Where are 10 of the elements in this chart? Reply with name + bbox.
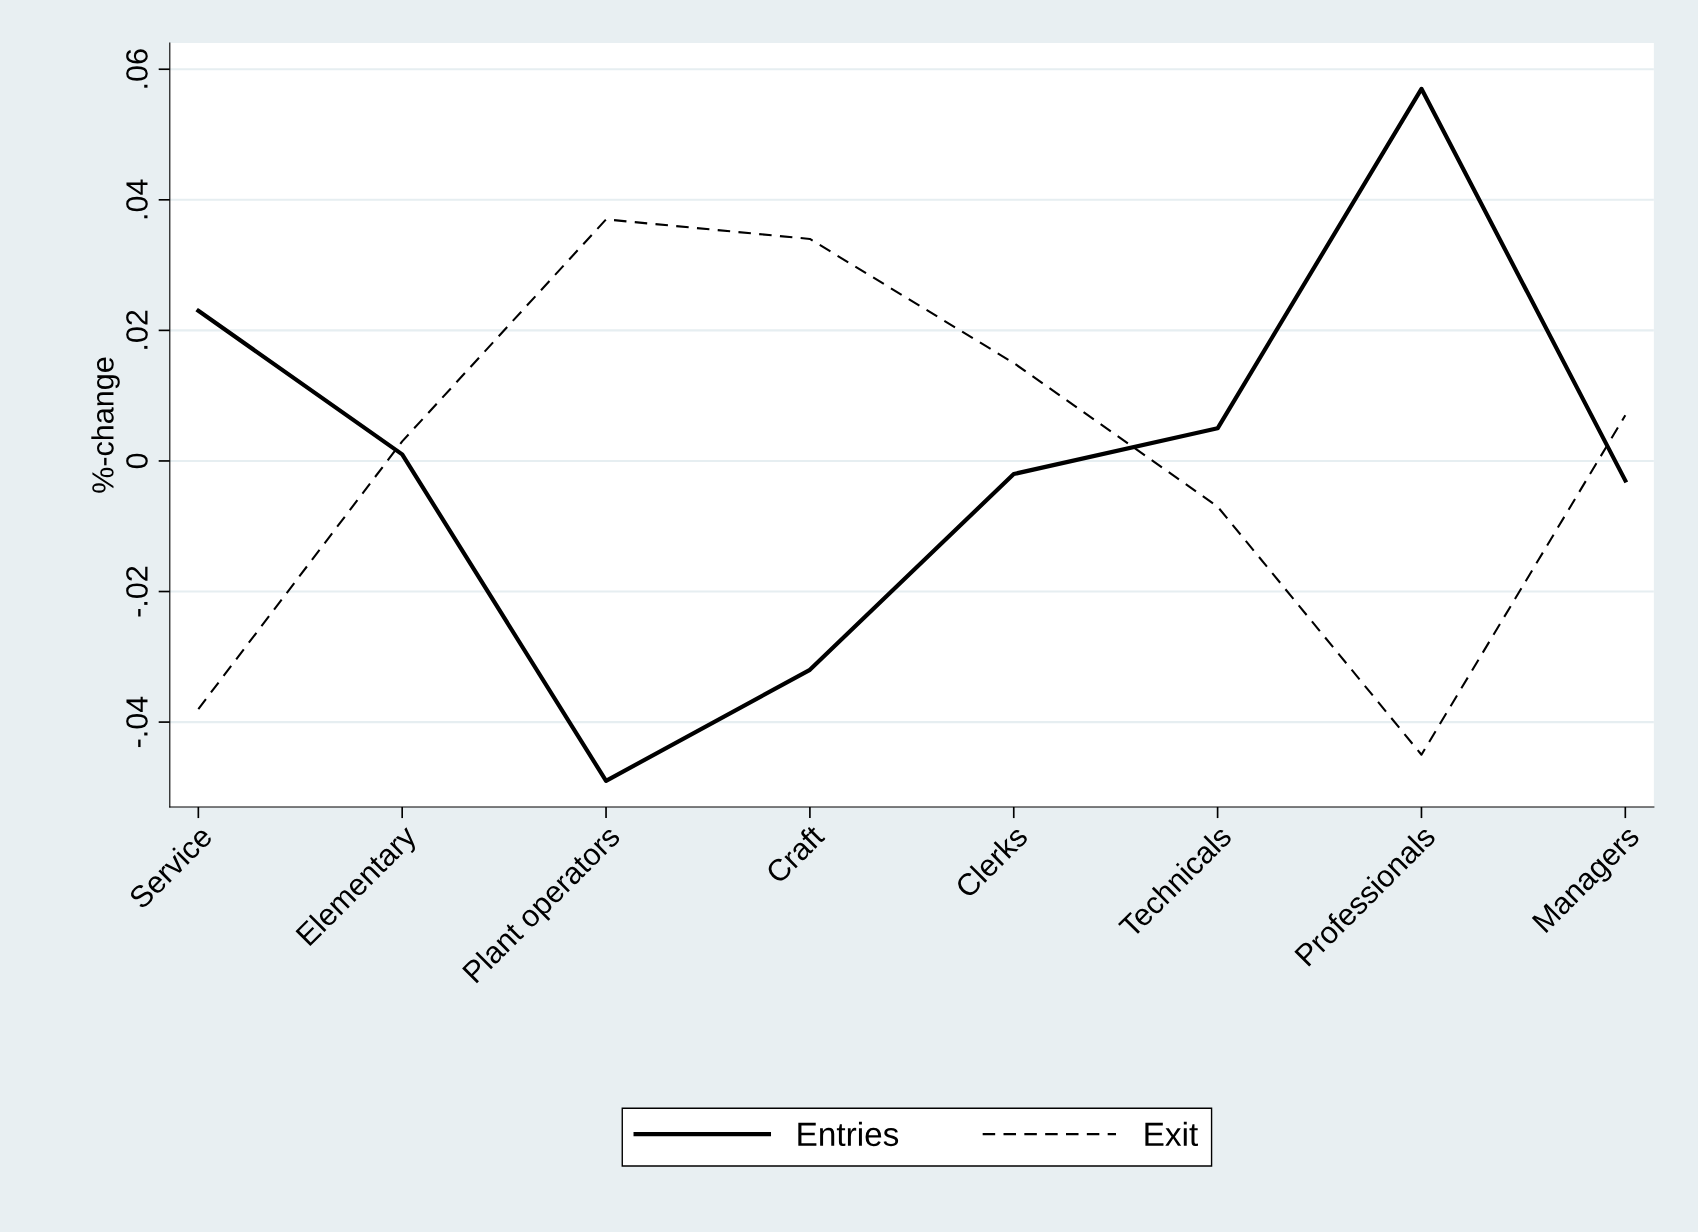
y-axis-title: %-change — [91, 357, 120, 493]
y-tick-label: -.02 — [126, 566, 148, 617]
y-tick-label: .06 — [126, 49, 148, 88]
y-tick-label: .02 — [126, 310, 148, 349]
legend-label: Entries — [798, 1121, 899, 1147]
y-tick-label: -.04 — [126, 696, 148, 748]
legend-label: Exit — [1145, 1121, 1198, 1147]
y-tick-label: 0 — [126, 453, 148, 469]
line-series — [196, 86, 1628, 783]
y-tick-label: .04 — [126, 179, 148, 219]
